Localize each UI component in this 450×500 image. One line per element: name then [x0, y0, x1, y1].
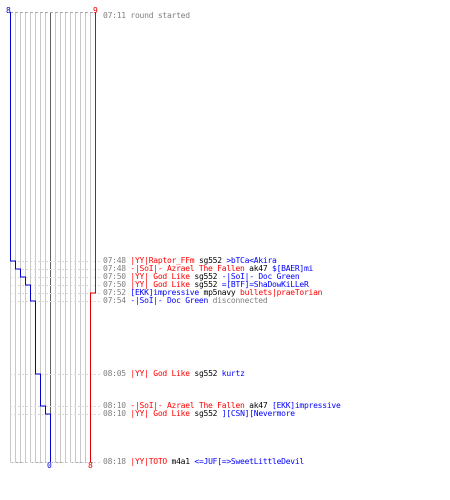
weapon-name: mp5navy [203, 288, 236, 297]
event-row: 08:18 |YY|TOTO m4a1 <=JUF[=>SweetLittleD… [103, 457, 304, 466]
event-row: 08:10 |YY| God Like sg552 ][CSN][Nevermo… [103, 409, 295, 418]
victim-name: kurtz [221, 369, 245, 378]
score-top-left: 8 [6, 6, 11, 15]
event-message: round started [130, 11, 190, 20]
victim-name: >bTCa<Akira [226, 256, 277, 265]
event-row: 07:11 round started [103, 11, 190, 20]
weapon-name: ak47 [249, 401, 268, 410]
weapon-name: ak47 [249, 264, 268, 273]
event-time: 07:54 [103, 296, 126, 305]
victim-name: [EKK]impressive [272, 401, 341, 410]
killer-name: |YY| God Like [130, 409, 190, 418]
event-time: 08:10 [103, 401, 126, 410]
team-strength-graph [10, 12, 100, 463]
killer-name: |YY|TOTO [130, 457, 167, 466]
event-time: 08:18 [103, 457, 126, 466]
event-time: 08:05 [103, 369, 126, 378]
event-row: 08:05 |YY| God Like sg552 kurtz [103, 369, 245, 378]
blue-team-line [10, 12, 51, 462]
victim-name: ][CSN][Nevermore [221, 409, 295, 418]
weapon-name: m4a1 [171, 457, 191, 466]
event-message: disconnected [212, 296, 268, 305]
event-row: 07:52 [EKK]impressive mp5navy bullets|pr… [103, 288, 323, 297]
event-time: 07:50 [103, 272, 126, 281]
killer-name: |YY| God Like [130, 369, 190, 378]
killer-name: |YY| God Like [130, 280, 190, 289]
victim-name: bullets|praeTorian [240, 288, 323, 297]
event-row: 07:48 |YY|Raptor_FFm sg552 >bTCa<Akira [103, 256, 277, 265]
weapon-name: sg552 [194, 409, 218, 418]
killer-name: |YY|Raptor_FFm [130, 256, 195, 265]
weapon-name: sg552 [194, 280, 218, 289]
event-row: 08:10 -|SoI|- Azrael The Fallen ak47 [EK… [103, 401, 341, 410]
killer-name: [EKK]impressive [130, 288, 199, 297]
killer-name: -|SoI|- Azrael The Fallen [130, 264, 245, 273]
event-time: 07:48 [103, 264, 126, 273]
event-time: 07:11 [103, 11, 126, 20]
killer-name: -|SoI|- Azrael The Fallen [130, 401, 245, 410]
weapon-name: sg552 [194, 369, 218, 378]
event-time: 07:50 [103, 280, 126, 289]
red-team-line [90, 12, 96, 462]
event-time: 08:10 [103, 409, 126, 418]
event-row: 07:50 |YY| God Like sg552 -|SoI|- Doc Gr… [103, 272, 300, 281]
score-top-right: 9 [93, 6, 98, 15]
event-time: 07:48 [103, 256, 126, 265]
killer-name: |YY| God Like [130, 272, 190, 281]
weapon-name: sg552 [194, 272, 218, 281]
event-row: 07:50 |YY| God Like sg552 =[BTF]=ShaDowK… [103, 280, 309, 289]
victim-name: =[BTF]=ShaDowKiLLeR [221, 280, 309, 289]
event-row: 07:48 -|SoI|- Azrael The Fallen ak47 $[B… [103, 264, 313, 273]
victim-name: $[BAER]mi [272, 264, 314, 273]
victim-name: -|SoI|- Doc Green [221, 272, 300, 281]
victim-name: <=JUF[=>SweetLittleDevil [194, 457, 304, 466]
event-row: 07:54 -|SoI|- Doc Green disconnected [103, 296, 268, 305]
score-bottom-right: 8 [88, 461, 93, 470]
score-bottom-left: 0 [47, 461, 52, 470]
weapon-name: sg552 [198, 256, 222, 265]
player-name: -|SoI|- Doc Green [130, 296, 209, 305]
event-time: 07:52 [103, 288, 126, 297]
